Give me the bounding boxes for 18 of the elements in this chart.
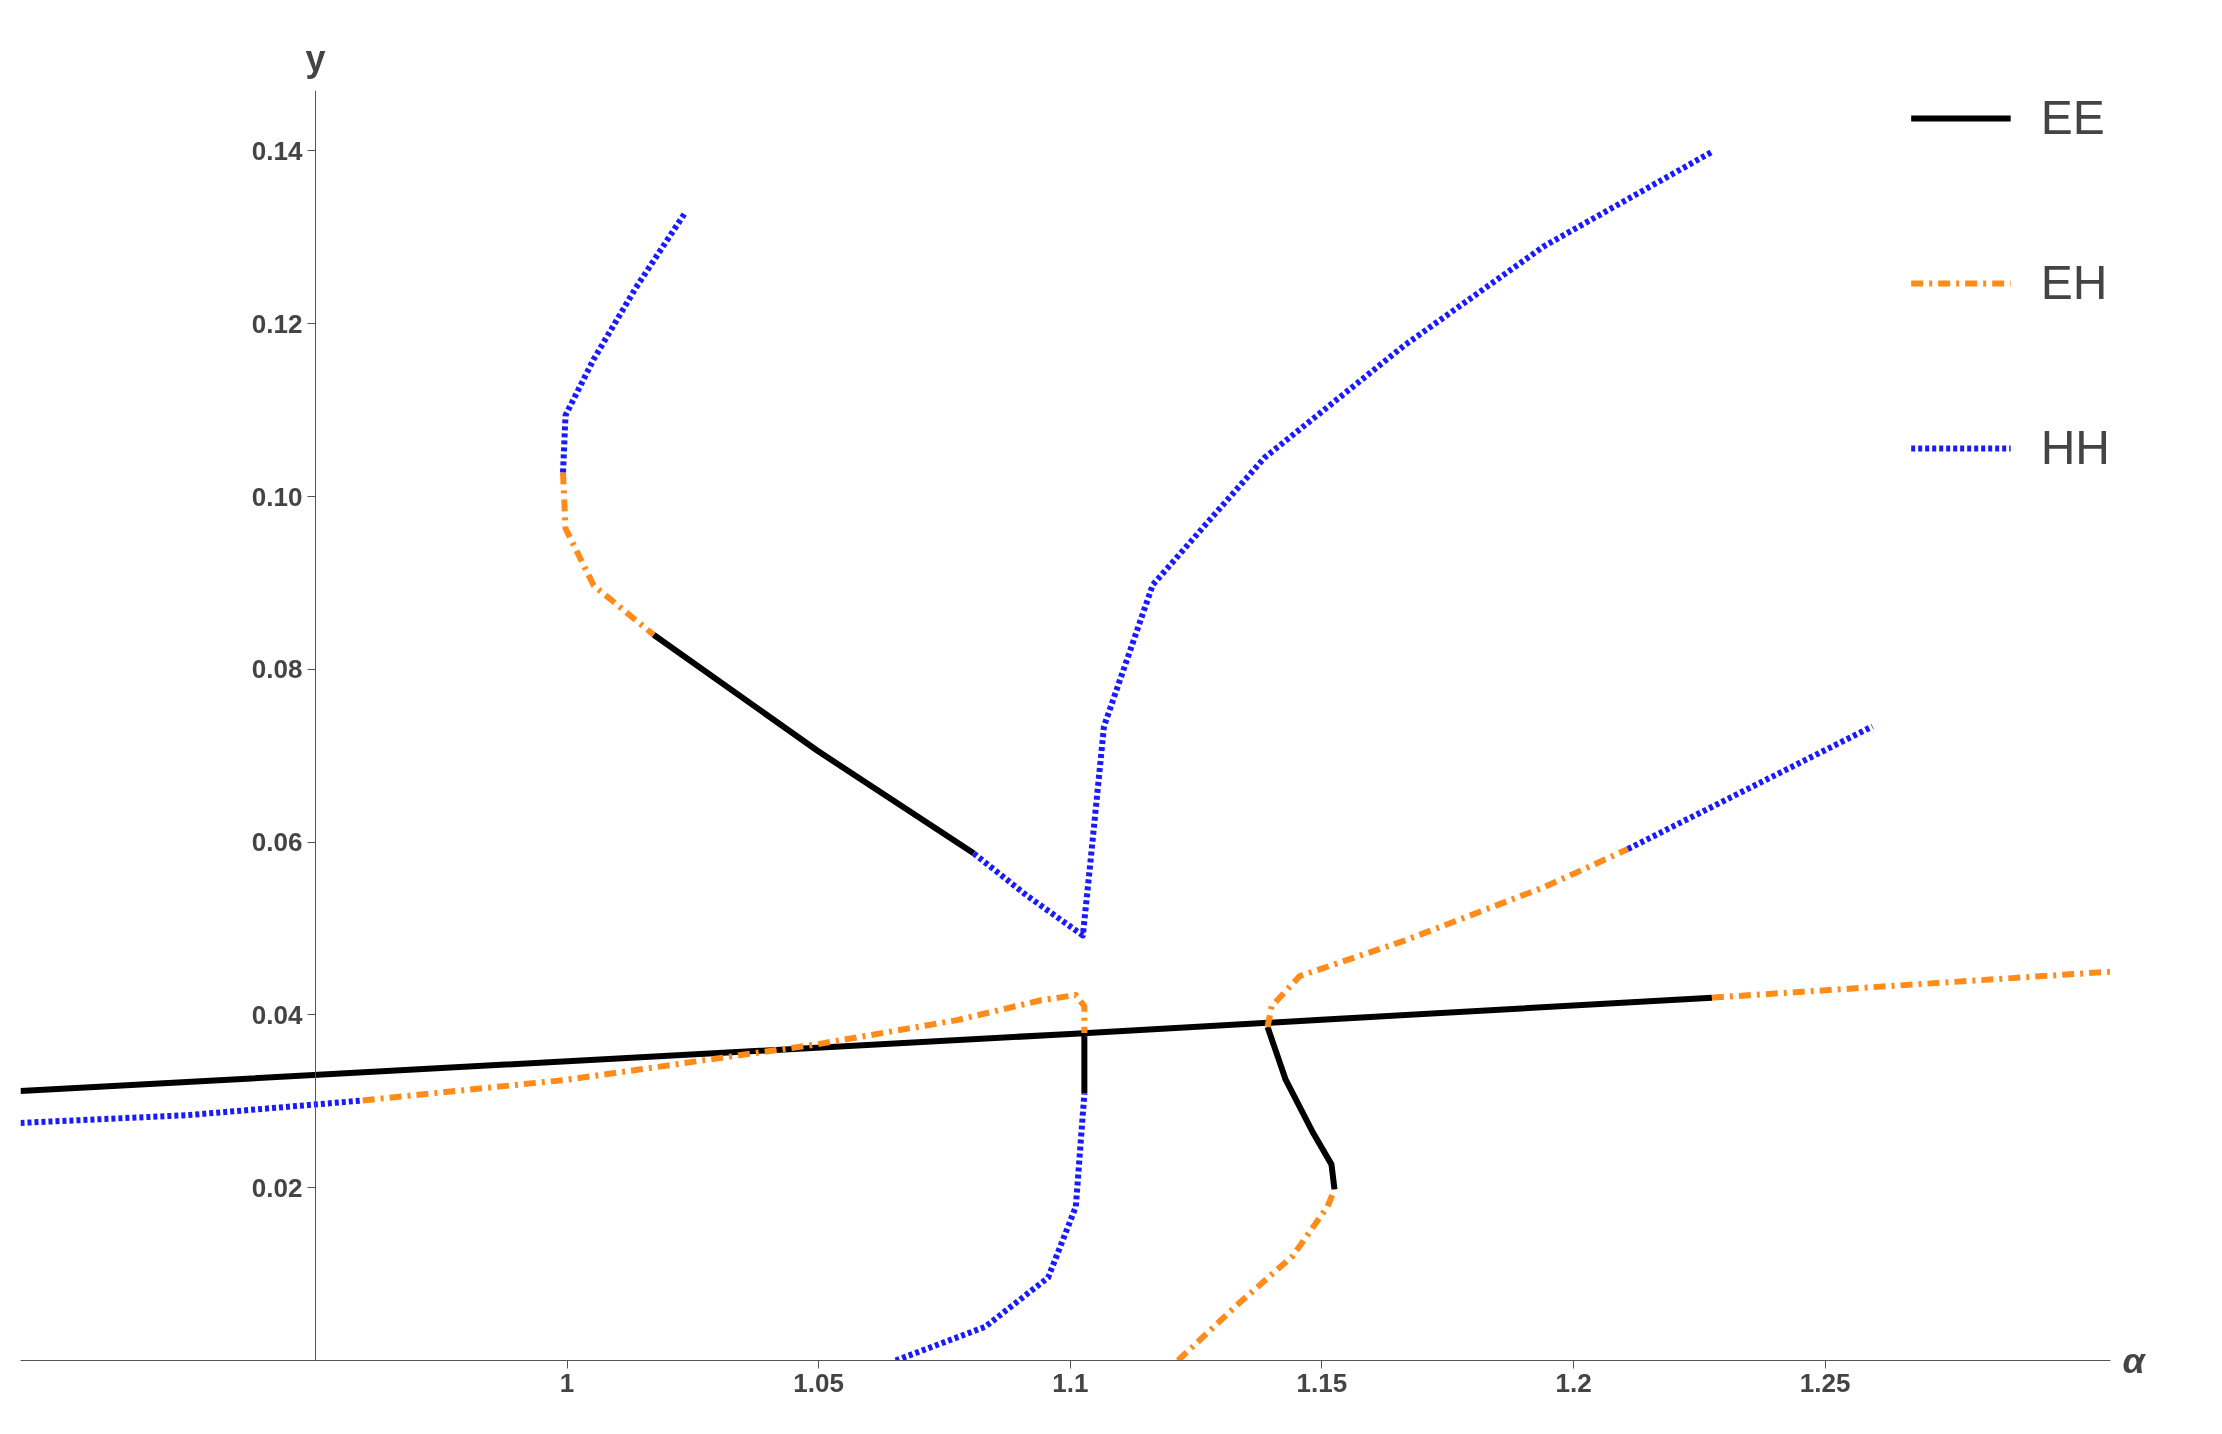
x-tick-label: 1.25 (1799, 1367, 1851, 1398)
x-axis-title: α (2122, 1340, 2147, 1381)
y-tick-label: 0.12 (251, 308, 303, 339)
legend-label: HH (2040, 420, 2110, 475)
x-tick-label: 1.1 (1052, 1367, 1089, 1398)
legend-label: EE (2040, 90, 2105, 145)
y-tick-label: 0.10 (251, 481, 303, 512)
y-tick-label: 0.02 (251, 1172, 303, 1203)
y-tick-label: 0.08 (251, 654, 303, 685)
legend-label: EH (2040, 255, 2108, 310)
y-tick-label: 0.04 (251, 999, 303, 1030)
y-tick-label: 0.06 (251, 827, 303, 858)
x-tick-label: 1 (559, 1367, 575, 1398)
y-axis-title: y (305, 37, 326, 79)
y-tick-label: 0.14 (251, 135, 303, 166)
x-tick-label: 1.05 (793, 1367, 844, 1398)
x-tick-label: 1.2 (1555, 1367, 1592, 1398)
x-tick-label: 1.15 (1296, 1367, 1348, 1398)
